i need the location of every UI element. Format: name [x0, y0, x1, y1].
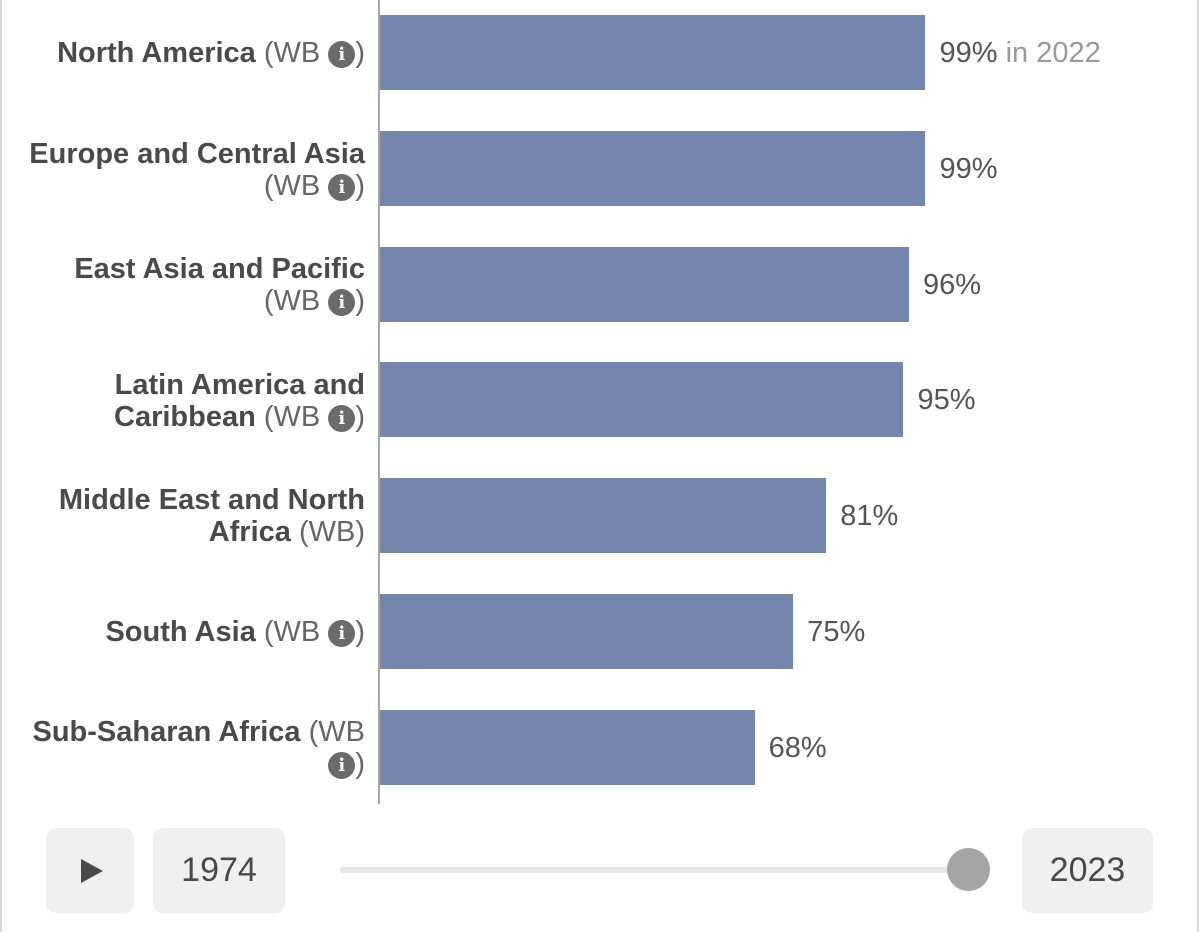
category-name: Europe and Central Asia	[29, 138, 365, 170]
info-icon[interactable]: i	[328, 405, 356, 432]
source-suffix: (WB	[263, 170, 321, 202]
value-label: 75%	[807, 616, 865, 648]
start-year-button[interactable]: 1974	[153, 828, 285, 913]
timeline-slider-track[interactable]	[340, 867, 970, 873]
info-icon[interactable]: i	[328, 620, 356, 647]
category-name: Middle East and North Africa	[58, 484, 365, 548]
category-name: Latin America and Caribbean	[114, 369, 365, 433]
value-year-note: in 2022	[997, 37, 1101, 69]
value-text: 99%	[939, 152, 998, 185]
value-text: 96%	[922, 268, 981, 301]
bar[interactable]	[380, 478, 827, 554]
bar[interactable]	[380, 709, 755, 785]
category-label: Europe and Central Asia (WB i)	[25, 138, 365, 202]
y-axis-line	[378, 0, 380, 804]
play-icon	[81, 859, 103, 883]
play-button[interactable]	[46, 828, 134, 913]
category-label: Middle East and North Africa (WB)	[25, 484, 365, 548]
source-suffix: (WB	[308, 716, 365, 748]
info-icon[interactable]: i	[328, 752, 356, 779]
info-icon[interactable]: i	[328, 41, 356, 68]
category-label: Latin America and Caribbean (WB i)	[25, 369, 365, 433]
source-suffix-close: )	[355, 401, 365, 433]
source-suffix: (WB	[263, 401, 321, 433]
bar[interactable]	[380, 130, 926, 206]
category-name: Sub-Saharan Africa	[32, 716, 301, 748]
source-suffix: (WB	[263, 616, 321, 648]
right-border	[1197, 0, 1199, 932]
value-label: 68%	[769, 732, 827, 764]
info-icon[interactable]: i	[328, 174, 356, 201]
source-suffix-close: )	[355, 170, 365, 202]
bar[interactable]	[380, 594, 794, 669]
value-label: 81%	[840, 500, 898, 532]
category-label: North America (WB i)	[25, 37, 365, 69]
value-text: 75%	[807, 616, 866, 648]
value-text: 95%	[917, 384, 976, 417]
source-suffix-close: )	[355, 616, 365, 648]
source-suffix-close: )	[355, 748, 365, 780]
value-label: 99%	[939, 153, 997, 185]
value-label: 96%	[923, 269, 981, 301]
source-suffix: (WB)	[298, 516, 365, 548]
category-name: North America	[57, 37, 256, 69]
timeline-slider-handle[interactable]	[947, 848, 990, 891]
source-suffix-close: )	[355, 37, 365, 69]
value-label: 99% in 2022	[939, 37, 1100, 69]
bar[interactable]	[380, 246, 909, 322]
bar[interactable]	[380, 362, 904, 438]
left-border	[0, 0, 2, 932]
value-text: 81%	[840, 500, 899, 533]
value-label: 95%	[917, 384, 975, 416]
source-suffix-close: )	[355, 285, 365, 317]
source-suffix: (WB	[263, 37, 321, 69]
end-year-button[interactable]: 2023	[1022, 828, 1153, 913]
category-name: East Asia and Pacific	[74, 253, 365, 285]
info-icon[interactable]: i	[328, 289, 356, 316]
source-suffix: (WB	[263, 285, 321, 317]
value-text: 99%	[939, 37, 998, 69]
category-label: Sub-Saharan Africa (WB i)	[25, 716, 366, 780]
category-label: South Asia (WB i)	[25, 616, 365, 648]
category-label: East Asia and Pacific (WB i)	[25, 253, 365, 317]
bar[interactable]	[380, 15, 926, 90]
category-name: South Asia	[105, 616, 256, 648]
value-text: 68%	[768, 731, 827, 764]
